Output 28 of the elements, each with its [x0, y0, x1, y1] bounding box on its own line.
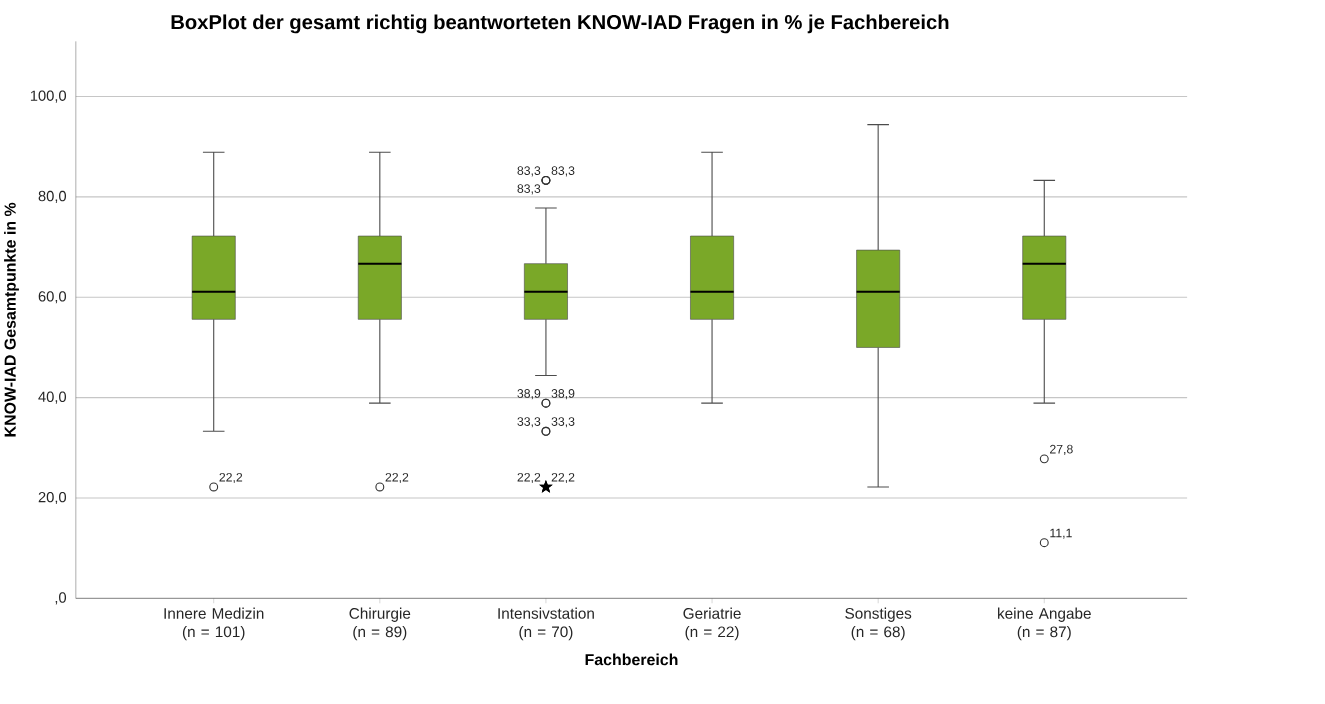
annotation: 83,3 [551, 166, 575, 177]
annotation: 38,9 [517, 389, 541, 400]
x-tick-label: Innere Medizin (n = 101) [164, 607, 264, 641]
annotation: 22,2 [219, 472, 243, 484]
y-tick-label: 60,0 [38, 291, 67, 304]
x-tick-label: keine Angabe (n = 87) [998, 607, 1091, 641]
annotation: 83,3 [517, 184, 541, 195]
y-tick-label: ,0 [55, 592, 67, 605]
y-tick-label: 20,0 [38, 491, 67, 505]
y-tick-label: 40,0 [38, 391, 67, 404]
x-axis-title: Fachbereich [585, 653, 678, 666]
annotation: 22,2 [551, 472, 575, 484]
chart-title: BoxPlot der gesamt richtig beantworteten KNOW-IAD Fragen in % je Fachbereich [171, 14, 949, 34]
x-tick-label: Sonstiges (n = 68) [845, 607, 912, 641]
y-tick-label: 100,0 [30, 90, 67, 103]
y-tick-label: 80,0 [38, 190, 67, 203]
annotation: 83,3 [517, 166, 541, 177]
x-tick-label: Chirurgie (n = 89) [349, 607, 411, 641]
annotation: 22,2 [385, 472, 409, 484]
x-tick-label: Geriatrie (n = 22) [683, 607, 741, 641]
annotation: 38,9 [551, 389, 575, 400]
annotation: 22,2 [517, 472, 541, 484]
annotation: 33,3 [517, 417, 541, 428]
annotation: 11,1 [1050, 528, 1072, 539]
annotation: 27,8 [1050, 444, 1073, 455]
x-tick-label: Intensivstation (n = 70) [498, 607, 594, 641]
y-axis-title: KNOW-IAD Gesamtpunkte in % [4, 202, 19, 437]
annotation: 33,3 [551, 417, 575, 428]
